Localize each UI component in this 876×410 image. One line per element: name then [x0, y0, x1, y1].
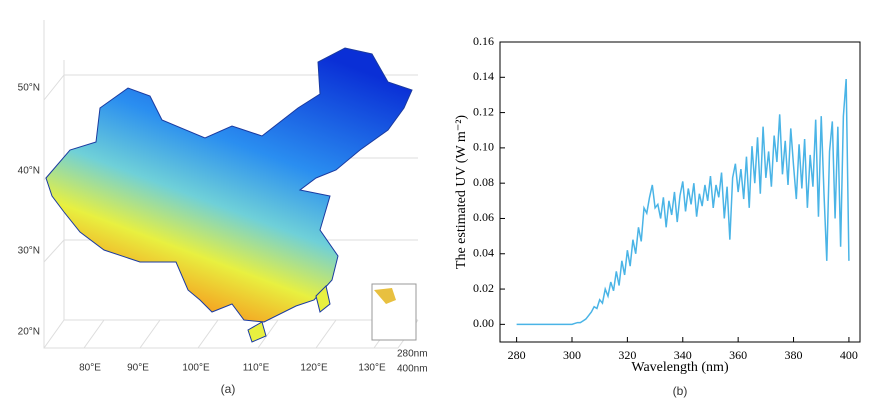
x-tick-label: 320: [618, 348, 636, 362]
lat-label: 40°N: [18, 166, 40, 177]
uv-line: [516, 79, 850, 326]
x-tick-label: 380: [785, 348, 803, 362]
depth-label: 400nm: [397, 364, 428, 375]
y-tick-label: 0.02: [473, 281, 494, 295]
x-tick-label: 280: [508, 348, 526, 362]
lon-label: 80°E: [79, 363, 101, 374]
x-tick-label: 360: [729, 348, 747, 362]
lat-label: 30°N: [18, 246, 40, 257]
x-axis-label: Wavelength (nm): [631, 360, 729, 375]
lat-label: 20°N: [18, 327, 40, 338]
lon-label: 90°E: [127, 363, 149, 374]
y-tick-label: 0.04: [473, 246, 494, 260]
lon-label: 100°E: [182, 363, 210, 374]
y-tick-label: 0.08: [473, 175, 494, 189]
y-tick-label: 0.12: [473, 104, 494, 118]
caption: (b): [673, 384, 688, 398]
y-tick-label: 0.06: [473, 210, 494, 224]
lat-label: 50°N: [18, 83, 40, 94]
lon-label: 120°E: [300, 363, 328, 374]
y-tick-label: 0.14: [473, 69, 494, 83]
lon-label: 130°E: [358, 363, 386, 374]
line-panel: [499, 41, 861, 343]
map-inset-coast: [374, 288, 396, 304]
caption: (a): [221, 382, 236, 396]
lon-label: 110°E: [243, 363, 270, 374]
map-surface: [45, 47, 413, 323]
depth-label: 280nm: [397, 349, 428, 360]
map-island: [247, 285, 331, 343]
y-tick-label: 0.00: [473, 316, 494, 330]
x-tick-label: 400: [840, 348, 858, 362]
x-tick-label: 300: [563, 348, 581, 362]
plot-frame: [499, 41, 861, 343]
y-tick-label: 0.10: [473, 140, 494, 154]
y-tick-label: 0.16: [473, 34, 494, 48]
x-tick-label: 340: [674, 348, 692, 362]
y-axis-label: The estimated UV (W m⁻²): [454, 115, 469, 269]
map-panel: [43, 20, 419, 349]
